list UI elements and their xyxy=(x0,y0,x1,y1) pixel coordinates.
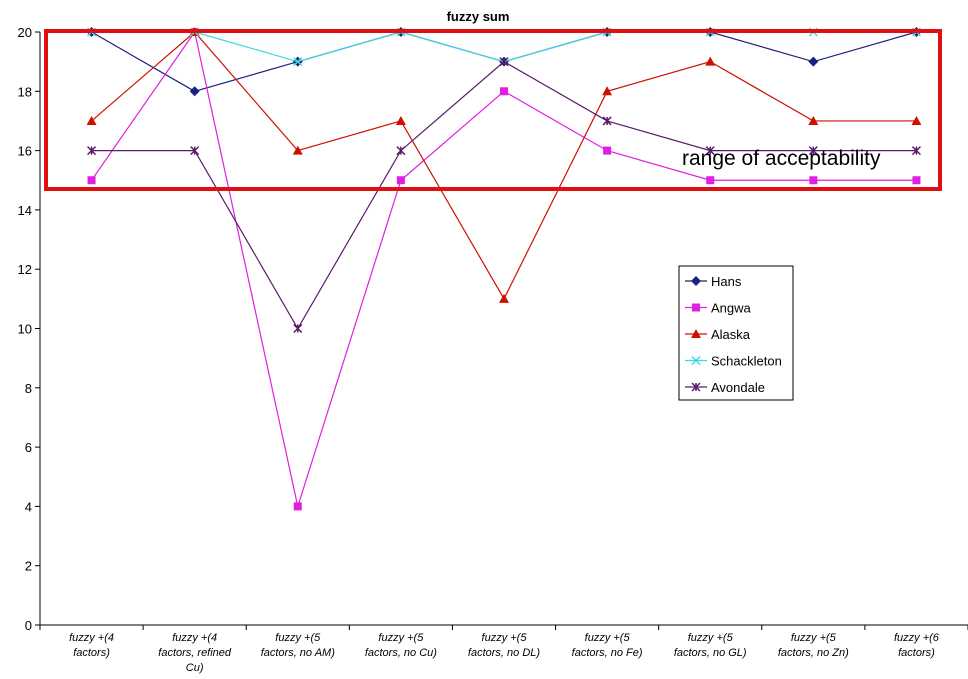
legend-item: Angwa xyxy=(685,301,752,316)
y-tick-label: 14 xyxy=(18,203,32,218)
x-tick-label-line: fuzzy +(6 xyxy=(894,632,940,644)
data-point xyxy=(189,86,200,97)
x-tick-label-line: factors, no Fe) xyxy=(572,647,643,659)
acceptability-label: range of acceptability xyxy=(682,147,881,170)
data-point xyxy=(499,293,509,303)
y-tick-label: 4 xyxy=(25,499,32,514)
y-tick-label: 16 xyxy=(18,144,32,159)
x-tick-label-line: fuzzy +(5 xyxy=(275,632,321,644)
data-point xyxy=(396,176,405,185)
x-tick-label-line: factors, no Cu) xyxy=(365,647,437,659)
data-point xyxy=(395,115,406,125)
series-angwa xyxy=(87,28,921,511)
data-point xyxy=(499,57,509,67)
x-tick-label-line: factors, no AM) xyxy=(261,647,336,659)
data-point xyxy=(809,176,818,185)
legend-label: Schackleton xyxy=(711,354,782,369)
data-point xyxy=(87,176,96,185)
legend-marker xyxy=(691,329,701,338)
x-tick-label: fuzzy +(6 factors) xyxy=(894,632,940,659)
data-point xyxy=(396,146,406,156)
legend-label: Avondale xyxy=(711,380,765,395)
x-tick-label: fuzzy +(4 factors) xyxy=(69,632,114,659)
legend-item: Avondale xyxy=(685,380,765,395)
y-tick-label: 20 xyxy=(18,25,32,40)
legend-item: Schackleton xyxy=(685,354,782,369)
data-point xyxy=(808,146,818,156)
data-point xyxy=(602,116,612,126)
y-tick-label: 2 xyxy=(25,559,32,574)
y-tick-label: 0 xyxy=(25,618,32,633)
x-tick-label-line: fuzzy +(5 xyxy=(688,632,734,644)
x-tick-label-line: Cu) xyxy=(186,662,204,674)
legend-label: Angwa xyxy=(711,301,752,316)
x-tick-label-line: fuzzy +(4 xyxy=(69,632,114,644)
legend-marker xyxy=(692,303,700,312)
data-point xyxy=(292,145,303,155)
legend-item: Alaska xyxy=(685,327,751,342)
legend-marker xyxy=(691,382,701,392)
x-tick-label: fuzzy +(5 factors, no Zn) xyxy=(778,632,849,659)
y-tick-label: 6 xyxy=(25,440,32,455)
chart-title: fuzzy sum xyxy=(447,9,510,24)
series-avondale xyxy=(87,57,921,334)
data-point xyxy=(293,323,303,334)
data-point xyxy=(86,115,97,125)
legend-marker xyxy=(691,276,701,286)
y-tick-label: 10 xyxy=(18,322,32,337)
x-tick-label-line: factors, no DL) xyxy=(468,647,540,659)
data-point xyxy=(706,176,715,185)
data-point xyxy=(705,56,716,66)
x-tick-label: fuzzy +(5 factors, no Fe) xyxy=(572,632,643,659)
y-tick-label: 8 xyxy=(25,381,32,396)
data-point xyxy=(293,57,303,67)
data-point xyxy=(500,87,508,96)
x-tick-label: fuzzy +(5 factors, no Cu) xyxy=(365,632,437,659)
series-alaska xyxy=(86,27,922,303)
data-point xyxy=(808,56,819,67)
x-tick-label-line: factors) xyxy=(898,647,935,659)
data-point xyxy=(603,146,612,155)
data-point xyxy=(808,115,819,125)
x-tick-label-line: fuzzy +(5 xyxy=(482,632,528,644)
legend: Hans Angwa Alaska Schackleton Avondale xyxy=(678,265,794,401)
x-tick-label-line: fuzzy +(5 xyxy=(791,632,837,644)
data-point xyxy=(705,146,715,156)
data-point xyxy=(87,146,97,156)
x-tick-label-line: factors, no Zn) xyxy=(778,647,849,659)
x-tick-label-line: factors) xyxy=(73,647,110,659)
data-point xyxy=(190,146,200,156)
x-tick-label: fuzzy +(5 factors, no GL) xyxy=(674,632,747,659)
x-tick-label: fuzzy +(5 factors, no AM) xyxy=(261,632,336,659)
data-point xyxy=(911,146,921,156)
x-tick-label-line: factors, refined xyxy=(158,647,232,659)
y-tick-label: 12 xyxy=(18,262,32,277)
x-tick-label-line: fuzzy +(5 xyxy=(378,632,424,644)
acceptability-box xyxy=(44,29,942,191)
legend-label: Hans xyxy=(711,274,742,289)
x-tick-label: fuzzy +(4 factors, refined Cu) xyxy=(158,632,232,674)
x-tick-label-line: fuzzy +(5 xyxy=(585,632,631,644)
legend-marker xyxy=(691,355,701,366)
legend-label: Alaska xyxy=(711,327,751,342)
x-tick-label-line: fuzzy +(4 xyxy=(172,632,217,644)
x-tick-label-line: factors, no GL) xyxy=(674,647,747,659)
acceptability-annotation: range of acceptability xyxy=(44,29,942,191)
legend-item: Hans xyxy=(685,274,742,289)
y-tick-label: 18 xyxy=(18,84,32,99)
data-point xyxy=(912,176,921,185)
data-point xyxy=(293,502,302,511)
data-point xyxy=(602,86,613,96)
data-point xyxy=(911,115,922,125)
x-tick-label: fuzzy +(5 factors, no DL) xyxy=(468,632,540,659)
series-layer xyxy=(86,27,922,511)
